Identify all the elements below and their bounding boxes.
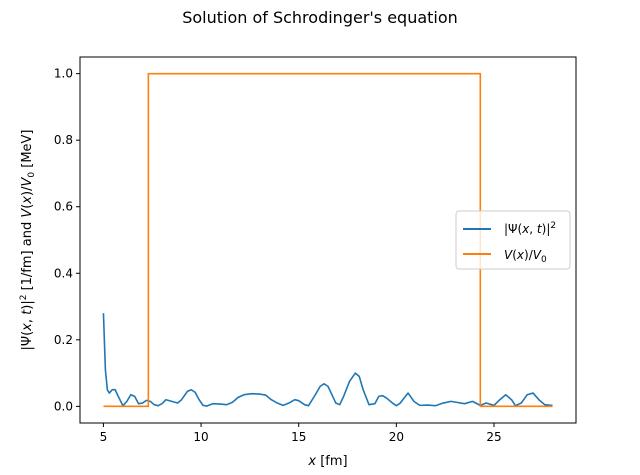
x-tick-label: 5 bbox=[100, 430, 108, 444]
y-axis-label: |Ψ(x, t)|2 [1/fm] and V(x)/V0 [MeV] bbox=[19, 129, 37, 350]
plot-area bbox=[79, 56, 577, 424]
y-tick-label: 0.8 bbox=[54, 133, 73, 147]
legend-label-potential: V(x)/V0 bbox=[504, 248, 547, 265]
chart-title: Solution of Schrodinger's equation bbox=[182, 8, 458, 27]
y-axis-ticks: 0.0 0.2 0.4 0.6 0.8 1.0 bbox=[54, 67, 80, 413]
x-tick-label: 20 bbox=[389, 430, 404, 444]
potential-line bbox=[103, 72, 553, 408]
y-tick-label: 1.0 bbox=[54, 67, 73, 81]
y-tick-label: 0.6 bbox=[54, 200, 73, 214]
psi-density-line bbox=[102, 313, 553, 407]
axes-frame bbox=[79, 56, 577, 424]
x-axis-ticks: 5 10 15 20 25 bbox=[100, 423, 502, 444]
x-axis-label: x [fm] bbox=[307, 454, 347, 469]
y-tick-label: 0.0 bbox=[54, 399, 73, 413]
x-tick-label: 15 bbox=[291, 430, 306, 444]
x-tick-label: 25 bbox=[486, 430, 501, 444]
legend-label-psi: |Ψ(x, t)|2 bbox=[504, 221, 556, 236]
y-tick-label: 0.4 bbox=[54, 266, 73, 280]
y-tick-label: 0.2 bbox=[54, 333, 73, 347]
x-tick-label: 10 bbox=[193, 430, 208, 444]
legend: |Ψ(x, t)|2 V(x)/V0 bbox=[455, 210, 571, 270]
series-layer bbox=[102, 72, 553, 408]
